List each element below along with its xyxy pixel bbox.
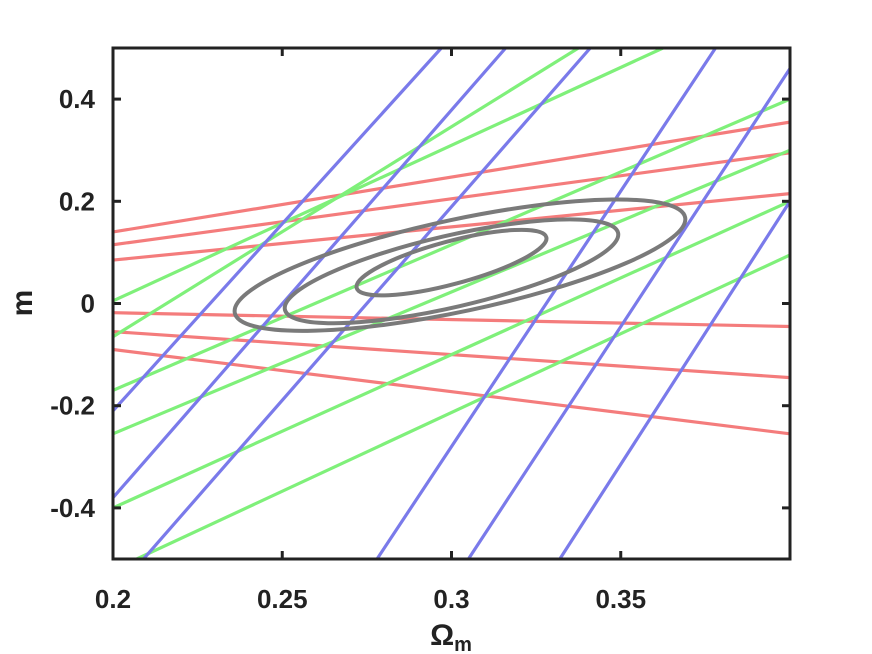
constraint-line-2-2 [142, 48, 592, 559]
constraint-line-2-0 [113, 48, 443, 412]
plot-area-background [113, 48, 790, 559]
axis-ticks [111, 48, 790, 559]
x-axis-title-subscript: m [454, 634, 472, 654]
constraint-line-0-0 [113, 120, 790, 234]
constraint-line-1-2 [113, 97, 790, 392]
constraint-line-2-5 [558, 200, 790, 559]
constraint-line-1-4 [113, 199, 790, 510]
x-axis-title-main: Ω [430, 619, 454, 652]
y-tick-label-0: 0.4 [59, 84, 96, 114]
constraint-line-1-3 [113, 148, 790, 436]
constraint-line-1-0 [113, 48, 664, 303]
constraint-line-1-5 [136, 253, 790, 559]
constraint-line-0-5 [113, 347, 790, 436]
constraint-line-2-1 [113, 48, 507, 499]
confidence-contour-3 [232, 197, 688, 333]
confidence-contours [232, 197, 688, 333]
y-tick-label-2: 0 [81, 289, 95, 319]
axis-tick-labels: 0.2 0.25 0.3 0.35 0.4 0.2 0 -0.2 -0.4 [50, 84, 646, 614]
confidence-contour-1 [354, 227, 549, 298]
confidence-contour-2 [282, 217, 621, 326]
x-tick-label-0: 0.2 [95, 584, 131, 614]
x-tick-label-2: 0.3 [433, 584, 469, 614]
x-axis-title: Ωm [430, 619, 472, 654]
constraint-line-2-3 [375, 48, 717, 559]
x-tick-label-3: 0.35 [595, 584, 646, 614]
y-tick-label-3: -0.2 [50, 391, 95, 421]
y-tick-label-1: 0.2 [59, 186, 95, 216]
constraint-line-0-3 [113, 311, 790, 329]
x-tick-label-1: 0.25 [257, 584, 308, 614]
constraint-line-1-1 [113, 48, 580, 339]
y-tick-label-4: -0.4 [50, 493, 95, 523]
constraint-line-0-1 [113, 151, 790, 247]
y-axis-title: m [6, 290, 39, 317]
constraint-line-2-4 [467, 67, 790, 559]
constraint-lines [113, 48, 790, 559]
